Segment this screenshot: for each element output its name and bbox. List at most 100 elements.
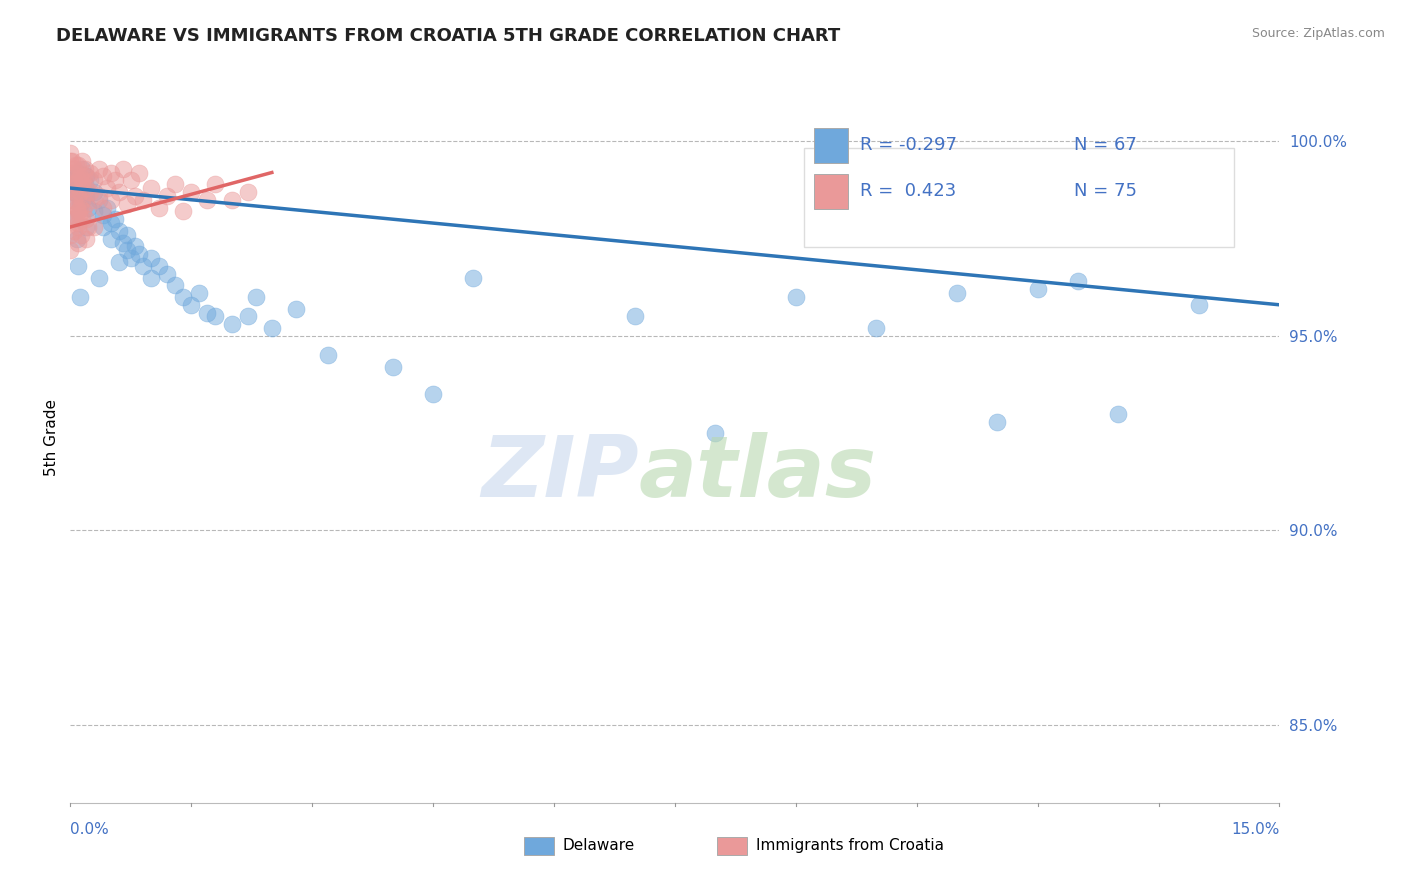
Point — [59, 146, 82, 161]
Point — [69, 227, 91, 242]
Point — [100, 165, 122, 179]
Point — [148, 201, 170, 215]
Point — [91, 208, 114, 222]
Point — [87, 193, 110, 207]
Point — [236, 185, 259, 199]
Point — [285, 301, 308, 316]
Text: R =  0.423: R = 0.423 — [860, 182, 956, 201]
Point — [67, 216, 90, 230]
Point — [66, 232, 89, 246]
Point — [67, 204, 90, 219]
Point — [83, 185, 105, 199]
Point — [87, 270, 110, 285]
Text: 15.0%: 15.0% — [1232, 822, 1279, 838]
Point — [865, 321, 887, 335]
Point — [188, 286, 211, 301]
Point — [1067, 275, 1090, 289]
Point — [704, 426, 727, 441]
Point — [156, 267, 179, 281]
Y-axis label: 5th Grade: 5th Grade — [44, 399, 59, 475]
Point — [83, 193, 105, 207]
Point — [63, 224, 86, 238]
Text: 0.0%: 0.0% — [70, 822, 110, 838]
Point — [221, 193, 243, 207]
Point — [67, 208, 90, 222]
Point — [785, 290, 807, 304]
Point — [91, 201, 114, 215]
Point — [59, 181, 82, 195]
Point — [156, 189, 179, 203]
Point — [63, 185, 86, 199]
Point — [63, 161, 86, 176]
Point — [148, 259, 170, 273]
Point — [65, 158, 87, 172]
Point — [195, 193, 218, 207]
Text: N = 67: N = 67 — [1074, 136, 1137, 154]
Point — [59, 227, 82, 242]
Point — [172, 204, 194, 219]
Point — [67, 165, 90, 179]
Point — [75, 232, 97, 246]
Point — [67, 235, 90, 250]
FancyBboxPatch shape — [717, 838, 748, 855]
Point — [1107, 407, 1129, 421]
Point — [63, 173, 86, 187]
Text: atlas: atlas — [638, 432, 877, 516]
Point — [91, 169, 114, 184]
Point — [128, 247, 150, 261]
Point — [59, 169, 82, 184]
Point — [75, 219, 97, 234]
Point — [96, 201, 118, 215]
Text: DELAWARE VS IMMIGRANTS FROM CROATIA 5TH GRADE CORRELATION CHART: DELAWARE VS IMMIGRANTS FROM CROATIA 5TH … — [56, 27, 841, 45]
Point — [72, 204, 94, 219]
Point — [72, 193, 94, 207]
Point — [62, 173, 84, 187]
Point — [107, 224, 129, 238]
Point — [245, 290, 267, 304]
Point — [115, 227, 138, 242]
Point — [87, 161, 110, 176]
Point — [67, 158, 90, 172]
Point — [75, 212, 97, 227]
Point — [180, 185, 202, 199]
Point — [59, 196, 82, 211]
Point — [91, 219, 114, 234]
Point — [63, 193, 86, 207]
Point — [59, 193, 82, 207]
Point — [63, 208, 86, 222]
Point — [75, 169, 97, 184]
Point — [59, 165, 82, 179]
Point — [381, 359, 404, 374]
Point — [72, 193, 94, 207]
Point — [72, 161, 94, 176]
Point — [111, 161, 134, 176]
Point — [260, 321, 283, 335]
Text: R = -0.297: R = -0.297 — [860, 136, 957, 154]
Point — [59, 212, 82, 227]
Text: Delaware: Delaware — [562, 838, 634, 854]
Point — [107, 255, 129, 269]
Point — [63, 185, 86, 199]
Point — [67, 189, 90, 203]
Point — [75, 181, 97, 195]
Text: ZIP: ZIP — [481, 432, 638, 516]
Point — [79, 185, 101, 199]
Point — [204, 177, 226, 191]
Point — [73, 177, 96, 191]
Point — [72, 173, 94, 187]
Point — [946, 286, 969, 301]
Point — [96, 181, 118, 195]
Text: Source: ZipAtlas.com: Source: ZipAtlas.com — [1251, 27, 1385, 40]
Point — [111, 235, 134, 250]
Point — [69, 196, 91, 211]
Point — [67, 173, 90, 187]
Point — [104, 212, 127, 227]
Point — [59, 153, 82, 168]
Point — [316, 348, 339, 362]
Point — [463, 270, 485, 285]
Point — [73, 169, 96, 184]
Point — [79, 173, 101, 187]
Point — [132, 193, 155, 207]
Point — [204, 310, 226, 324]
Point — [69, 169, 91, 184]
